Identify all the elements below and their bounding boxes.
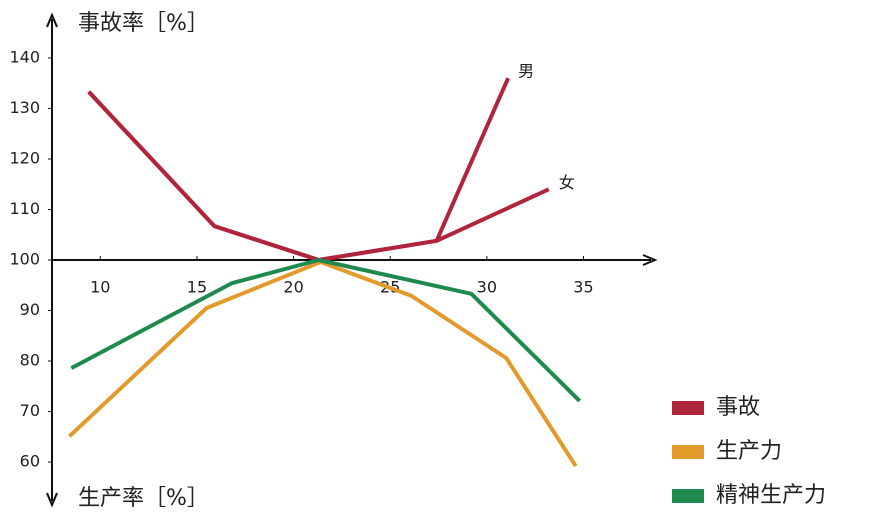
x-tick-label: 20: [283, 278, 303, 297]
y-tick-label: 70: [20, 401, 40, 420]
x-tick-label: 35: [573, 278, 593, 297]
y-tick-label: 60: [20, 452, 40, 471]
arrow: [46, 492, 58, 508]
arrow: [46, 12, 58, 28]
arrow: [642, 254, 658, 266]
x-tick-label: 15: [187, 278, 207, 297]
line: [87, 77, 510, 262]
x-tick-label: 10: [90, 278, 110, 297]
y-axis-label-top: 事故率［%］: [78, 11, 209, 36]
line: [70, 258, 582, 403]
legend-label: 事故: [716, 395, 760, 420]
line: [87, 90, 550, 262]
line-label: 女: [559, 173, 575, 192]
legend-swatch: [672, 401, 704, 415]
legend-label: 生产力: [716, 439, 782, 464]
line: [68, 260, 578, 468]
y-tick-label: 130: [9, 98, 40, 117]
y-axis-label-bottom: 生产率［%］: [78, 486, 209, 511]
y-tick-label: 80: [20, 351, 40, 370]
legend-swatch: [672, 445, 704, 459]
legend-swatch: [672, 489, 704, 503]
y-tick-label: 100: [9, 250, 40, 269]
x-tick-label: 30: [477, 278, 497, 297]
legend-label: 精神生产力: [716, 483, 826, 508]
y-tick-label: 90: [20, 300, 40, 319]
y-tick-label: 140: [9, 47, 40, 66]
y-tick-label: 110: [9, 199, 40, 218]
line-label: 男: [518, 62, 534, 81]
y-tick-label: 120: [9, 148, 40, 167]
